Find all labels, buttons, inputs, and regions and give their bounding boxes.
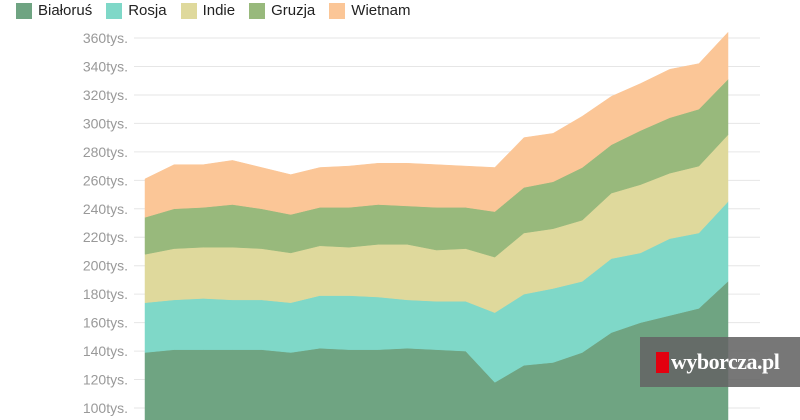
legend-label: Białoruś (38, 2, 93, 19)
legend-label: Rosja (128, 2, 167, 19)
logo-red-mark (656, 351, 669, 373)
y-tick-label: 260tys. (83, 172, 128, 188)
legend-swatch (16, 2, 32, 19)
y-tick-label: 320tys. (83, 87, 128, 103)
y-tick-label: 220tys. (83, 229, 128, 245)
y-tick-label: 100tys. (83, 400, 128, 416)
y-tick-label: 140tys. (83, 343, 128, 359)
area-wietnam[interactable] (144, 31, 729, 218)
y-tick-label: 120tys. (83, 372, 128, 388)
y-tick-label: 180tys. (83, 286, 128, 302)
y-tick-label: 240tys. (83, 201, 128, 217)
y-tick-label: 360tys. (83, 30, 128, 46)
y-tick-label: 340tys. (83, 58, 128, 74)
wyborcza-watermark-logo: wyborcza.pl (640, 337, 800, 387)
y-tick-label: 160tys. (83, 315, 128, 331)
legend-swatch (329, 2, 346, 19)
legend-item[interactable]: Indie (180, 2, 236, 19)
logo-text: wyborcza.pl (671, 349, 780, 374)
legend: Białoruś Rosja Indie Gruzja Wietnam (16, 2, 424, 19)
legend-swatch (249, 2, 266, 19)
legend-label: Gruzja (271, 2, 316, 19)
legend-label: Wietnam (351, 2, 411, 19)
y-tick-label: 280tys. (83, 144, 128, 160)
legend-item[interactable]: Białoruś (16, 2, 92, 19)
legend-item[interactable]: Gruzja (249, 2, 315, 19)
legend-swatch (180, 2, 197, 19)
legend-label: Indie (202, 2, 236, 19)
legend-swatch (106, 2, 123, 19)
y-tick-label: 200tys. (83, 258, 128, 274)
y-tick-label: 300tys. (83, 115, 128, 131)
legend-item[interactable]: Wietnam (329, 2, 410, 19)
legend-item[interactable]: Rosja (106, 2, 167, 19)
